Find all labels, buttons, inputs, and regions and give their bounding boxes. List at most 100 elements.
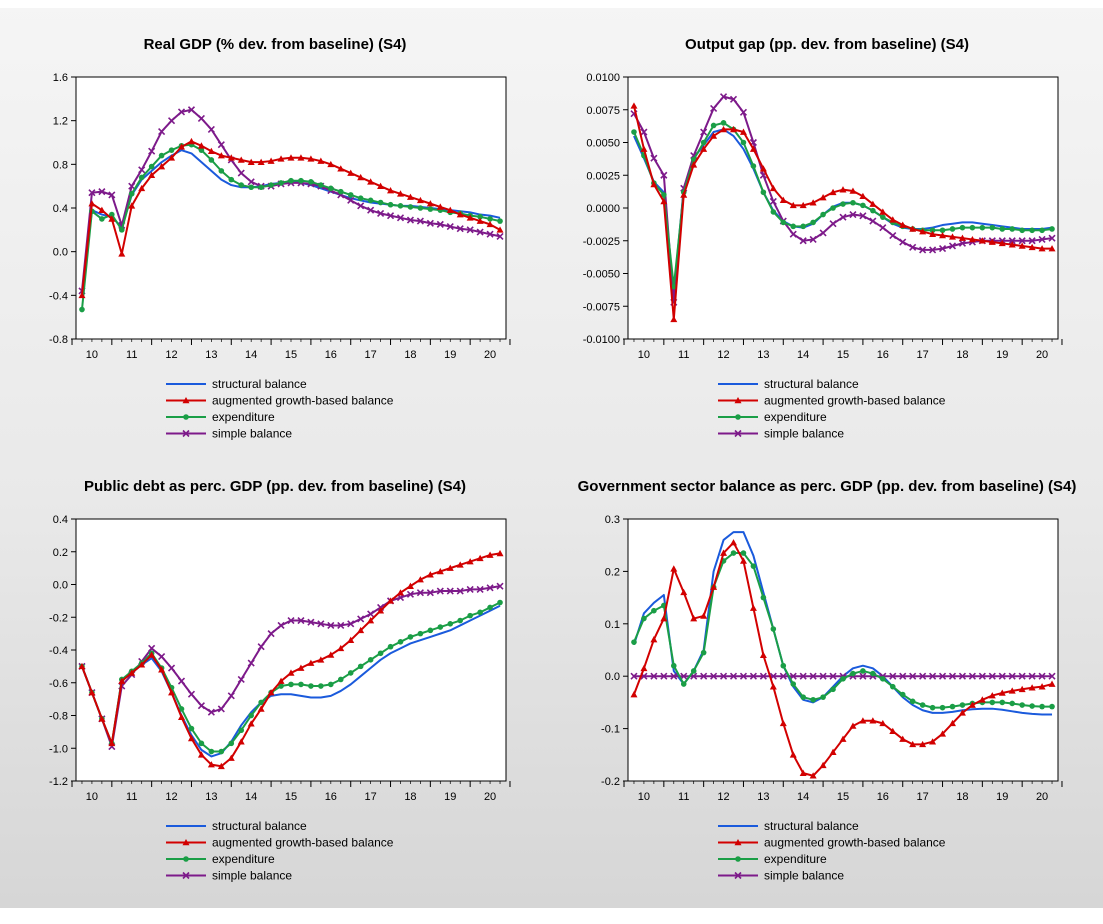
circle-marker xyxy=(790,223,797,230)
circle-marker xyxy=(367,657,374,663)
x-tick-label: 19 xyxy=(444,791,456,803)
triangle-marker xyxy=(1028,684,1036,691)
triangle-marker xyxy=(1048,680,1056,687)
y-tick-label: -0.8 xyxy=(49,711,68,723)
x-tick-label: 12 xyxy=(717,791,729,803)
circle-marker xyxy=(387,201,394,208)
x-tick-label: 17 xyxy=(365,791,377,803)
circle-marker xyxy=(248,712,254,719)
triangle-marker xyxy=(939,730,947,737)
y-tick-label: 1.6 xyxy=(53,72,68,84)
legend-label: simple balance xyxy=(212,869,292,883)
triangle-marker xyxy=(476,217,484,224)
circle-marker xyxy=(631,129,637,135)
x-marker xyxy=(187,690,196,698)
circle-marker xyxy=(800,694,806,700)
y-tick-label: 0.8 xyxy=(53,159,68,171)
triangle-marker xyxy=(317,656,325,663)
circle-marker xyxy=(860,668,866,674)
circle-marker xyxy=(397,639,404,645)
circle-marker xyxy=(188,725,195,732)
triangle-marker xyxy=(496,549,504,557)
triangle-marker xyxy=(128,669,136,676)
legend-label: augmented growth-based balance xyxy=(212,836,394,850)
triangle-marker xyxy=(88,200,96,207)
x-marker xyxy=(680,672,688,680)
triangle-marker xyxy=(357,173,365,181)
x-marker xyxy=(297,616,305,625)
triangle-marker xyxy=(739,557,747,564)
triangle-marker xyxy=(948,719,956,727)
circle-marker xyxy=(959,224,966,231)
circle-marker xyxy=(760,594,767,601)
circle-marker xyxy=(750,163,757,169)
circle-marker xyxy=(278,683,284,689)
triangle-marker xyxy=(640,145,648,152)
triangle-marker xyxy=(377,182,385,189)
triangle-marker xyxy=(148,651,156,658)
triangle-marker xyxy=(138,184,146,192)
circle-marker xyxy=(770,626,777,632)
circle-marker xyxy=(740,550,747,556)
x-marker xyxy=(257,643,265,651)
x-tick-label: 14 xyxy=(245,791,257,803)
circle-marker xyxy=(288,681,294,688)
y-tick-label: 0.0 xyxy=(53,580,68,592)
circle-marker xyxy=(208,748,215,755)
triangle-marker xyxy=(849,722,857,729)
x-marker xyxy=(809,672,817,680)
circle-marker xyxy=(178,706,185,712)
circle-marker xyxy=(840,676,846,682)
x-marker xyxy=(446,222,454,231)
triangle-marker xyxy=(396,190,404,197)
legend-label: structural balance xyxy=(212,819,307,833)
x-tick-label: 12 xyxy=(165,349,177,361)
triangle-marker xyxy=(849,187,857,194)
circle-marker xyxy=(810,219,816,226)
circle-marker xyxy=(860,202,866,209)
circle-marker xyxy=(457,617,464,624)
x-tick-label: 18 xyxy=(404,349,416,361)
triangle-marker xyxy=(730,125,738,133)
chart-svg: Public debt as perc. GDP (pp. dev. from … xyxy=(49,478,511,883)
y-tick-label: 0.0050 xyxy=(586,138,620,150)
circle-marker xyxy=(631,639,637,645)
triangle-marker xyxy=(909,740,917,748)
triangle-marker xyxy=(98,206,106,213)
triangle-marker xyxy=(948,233,956,240)
circle-marker xyxy=(347,670,354,676)
x-tick-label: 10 xyxy=(86,349,98,361)
circle-marker xyxy=(989,224,996,231)
x-marker xyxy=(88,189,96,197)
triangle-marker xyxy=(869,200,877,207)
x-marker xyxy=(207,125,215,133)
x-tick-label: 15 xyxy=(837,791,849,803)
x-marker xyxy=(988,672,996,680)
circle-marker xyxy=(949,703,956,710)
x-marker xyxy=(182,429,190,438)
triangle-marker xyxy=(178,713,186,720)
x-marker xyxy=(177,677,186,685)
y-tick-label: -1.0 xyxy=(49,743,68,755)
x-marker xyxy=(739,108,748,116)
triangle-marker xyxy=(929,738,937,745)
series-augmented-growth-based-balance xyxy=(630,539,1056,779)
x-marker xyxy=(889,231,897,240)
circle-marker xyxy=(437,624,444,630)
x-marker xyxy=(108,191,116,199)
circle-marker xyxy=(700,649,707,656)
x-marker xyxy=(819,229,827,237)
circle-marker xyxy=(899,691,906,698)
x-marker xyxy=(277,621,285,630)
x-marker xyxy=(476,585,484,593)
x-marker xyxy=(1038,672,1046,680)
x-marker xyxy=(734,871,742,880)
circle-marker xyxy=(168,147,175,153)
x-marker xyxy=(227,692,235,700)
circle-marker xyxy=(228,176,235,183)
legend-label: simple balance xyxy=(764,869,844,883)
x-marker xyxy=(1048,234,1056,242)
x-marker xyxy=(148,147,156,155)
x-marker xyxy=(929,246,937,254)
x-marker xyxy=(207,708,215,716)
